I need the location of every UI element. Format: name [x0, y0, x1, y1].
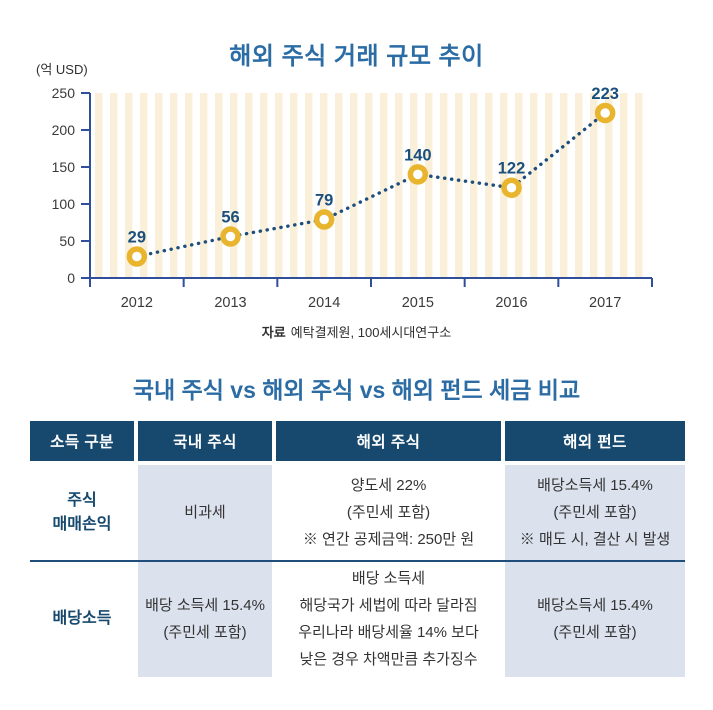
plot-stripe — [170, 93, 178, 278]
cell-dividend-domestic: 배당 소득세 15.4% (주민세 포함) — [138, 560, 272, 677]
header-overseas-stock: 해외 주식 — [276, 421, 501, 461]
plot-stripe — [440, 93, 448, 278]
plot-stripe — [290, 93, 298, 278]
plot-stripe — [410, 93, 418, 278]
chart-title: 해외 주식 거래 규모 추이 — [229, 43, 484, 70]
plot-stripe — [275, 93, 283, 278]
plot-stripe — [485, 93, 493, 278]
plot-stripe — [380, 93, 388, 278]
plot-stripe — [530, 93, 538, 278]
header-overseas-fund: 해외 펀드 — [505, 421, 685, 461]
data-point-marker — [126, 246, 148, 267]
data-point-value: 223 — [591, 85, 619, 103]
plot-stripe — [260, 93, 268, 278]
x-tick-label: 2015 — [402, 295, 434, 311]
x-tick-label: 2012 — [121, 295, 153, 311]
plot-stripe — [110, 93, 118, 278]
plot-stripe — [545, 93, 553, 278]
plot-stripe — [215, 93, 223, 278]
plot-stripe — [395, 93, 403, 278]
cell-trading-overseas-fund: 배당소득세 15.4% (주민세 포함) ※ 매도 시, 결산 시 발생 — [505, 465, 685, 560]
table-title: 국내 주식 vs 해외 주식 vs 해외 펀드 세금 비교 — [132, 377, 581, 403]
plot-stripe — [365, 93, 373, 278]
plot-stripe — [155, 93, 163, 278]
header-income-type: 소득 구분 — [30, 421, 134, 461]
data-point-value: 79 — [315, 192, 333, 210]
plot-stripe — [455, 93, 463, 278]
data-point-value: 140 — [404, 146, 432, 164]
plot-stripe — [590, 93, 598, 278]
plot-stripe — [605, 93, 613, 278]
row-label-stock-trading-gains: 주식 매매손익 — [52, 492, 112, 533]
data-point-value: 29 — [128, 229, 146, 247]
cell-trading-domestic: 비과세 — [138, 465, 272, 560]
plot-stripe — [125, 93, 133, 278]
header-domestic-stock: 국내 주식 — [138, 421, 272, 461]
cell-trading-overseas-stock: 양도세 22% (주민세 포함) ※ 연간 공제금액: 250만 원 — [302, 477, 475, 548]
plot-stripe — [95, 93, 103, 278]
x-tick-label: 2016 — [495, 295, 527, 311]
data-point-marker — [407, 164, 429, 185]
data-point-value: 56 — [221, 209, 239, 227]
source-text: 예탁결제원, 100세시대연구소 — [290, 325, 452, 340]
data-point-marker — [594, 102, 616, 124]
plot-stripe — [230, 93, 238, 278]
cell-dividend-overseas-stock: 배당 소득세 해당국가 세법에 따라 달라짐 우리나라 배당세율 14% 보다 … — [298, 569, 479, 668]
plot-stripe — [305, 93, 313, 278]
plot-stripe — [140, 93, 148, 278]
plot-stripe — [200, 93, 208, 278]
cell-dividend-overseas-fund: 배당소득세 15.4% (주민세 포함) — [505, 560, 685, 677]
row-label-dividend-income: 배당소득 — [52, 609, 112, 627]
data-point-value: 122 — [498, 160, 526, 178]
data-point-marker — [313, 209, 335, 230]
plot-stripe — [320, 93, 328, 278]
data-point-marker — [501, 177, 522, 198]
plot-stripe — [350, 93, 358, 278]
source-prefix-label: 자료 — [261, 325, 286, 340]
chart-source: 자료 예탁결제원, 100세시대연구소 — [0, 322, 713, 341]
y-tick-label: 150 — [52, 159, 76, 175]
plot-stripe — [560, 93, 568, 278]
y-tick-label: 200 — [52, 122, 76, 138]
plot-stripe — [470, 93, 478, 278]
y-tick-label: 50 — [59, 233, 75, 249]
plot-stripe — [620, 93, 628, 278]
y-tick-label: 100 — [52, 196, 76, 212]
row-separator-line — [30, 560, 685, 562]
plot-stripe — [425, 93, 433, 278]
x-tick-label: 2014 — [308, 295, 340, 311]
plot-stripe — [245, 93, 253, 278]
y-axis-unit-label: (억 USD) — [36, 62, 88, 77]
data-point-marker — [220, 226, 241, 247]
x-tick-label: 2013 — [214, 295, 246, 311]
plot-stripe — [185, 93, 193, 278]
trading-volume-line-chart: 0 50 100 150 200 250 2012 2013 2014 2015 2016 2017 2… — [52, 85, 653, 311]
header-body-gap — [30, 461, 685, 465]
y-tick-label: 0 — [67, 270, 75, 286]
plot-stripe — [635, 93, 643, 278]
tax-comparison-table: 소득 구분 국내 주식 해외 주식 해외 펀드 주식 매매손익 비과세 양도세 … — [30, 421, 685, 677]
plot-stripe — [335, 93, 343, 278]
x-tick-label: 2017 — [589, 295, 621, 311]
plot-stripe — [575, 93, 583, 278]
y-tick-label: 250 — [52, 85, 76, 101]
